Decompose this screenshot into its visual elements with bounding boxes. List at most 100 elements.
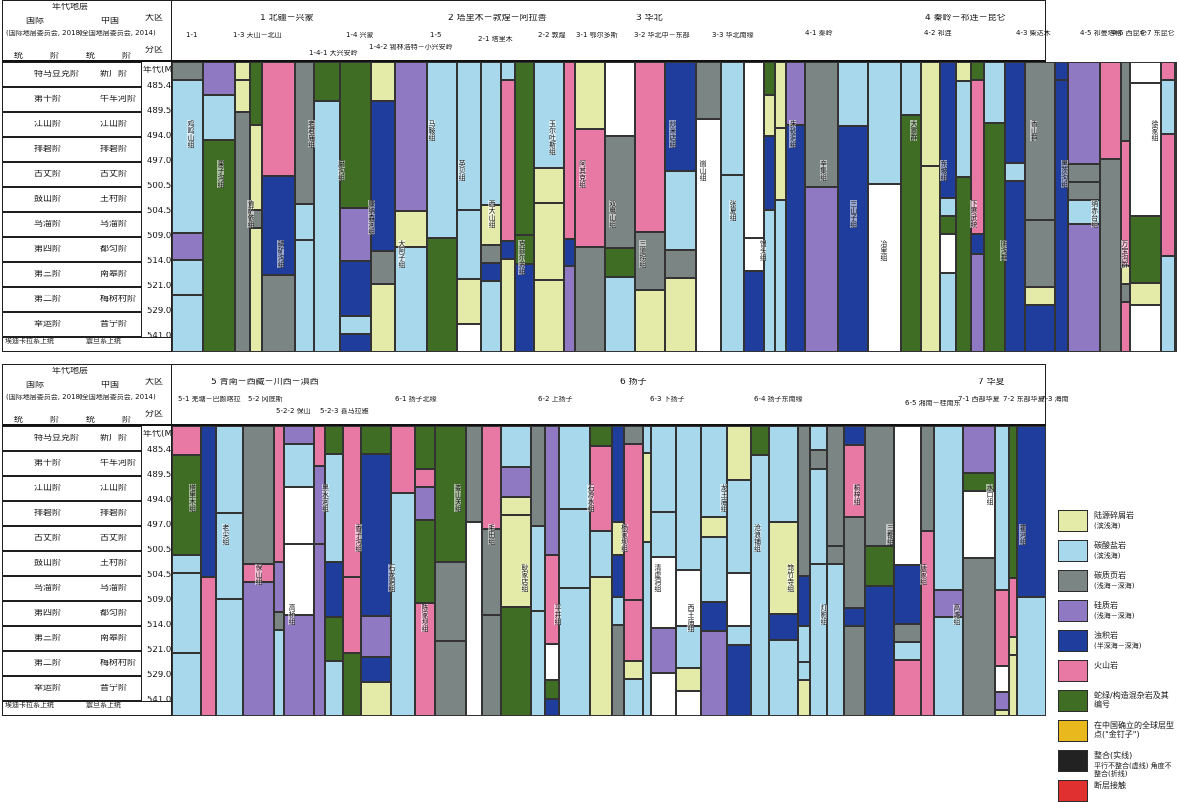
top-subregion-2-2: 2-2 敦煌 <box>538 32 566 39</box>
top-region-4: 4 秦岭－祁连－昆仑 <box>925 14 1006 23</box>
bottom-strata-block <box>314 426 325 466</box>
top-strata-block <box>786 62 805 125</box>
bottom-subregion-6-2: 6-2 上扬子 <box>538 396 573 403</box>
bottom-unit-label: 黑水河组 <box>321 484 329 512</box>
bottom-china-stage: 新厂阶 <box>100 434 128 443</box>
top-stage-row <box>2 212 142 237</box>
top-strata-block <box>534 168 564 203</box>
bottom-strata-block <box>865 546 894 586</box>
top-strata-block <box>635 62 665 232</box>
bottom-subregion-6-5: 6-5 湘南－桂南东 <box>905 400 961 407</box>
top-strata-block <box>575 62 605 129</box>
top-strata-block <box>481 281 501 352</box>
bottom-strata-block <box>501 515 531 607</box>
bottom-subregion-5-2-2: 5-2-2 保山 <box>276 408 311 415</box>
top-unit-label: 下寒武统 <box>970 200 978 228</box>
bottom-system-label-2: 统 <box>86 416 96 425</box>
bottom-strata-block <box>391 426 415 493</box>
bottom-strata-block <box>624 444 643 600</box>
top-strata-block <box>605 136 635 248</box>
top-strata-block <box>956 62 971 81</box>
bottom-strata-block <box>545 699 559 716</box>
bottom-strata-block <box>284 615 314 716</box>
bottom-strata-block <box>676 668 701 691</box>
top-strata-block <box>564 266 575 352</box>
bottom-base-intl: 埃迪卡拉系上统 <box>5 702 54 709</box>
top-strata-block <box>501 62 515 80</box>
bottom-region-5: 5 青南－西藏－川西－滇西 <box>211 378 319 387</box>
top-period-header: 年代地层 <box>52 3 89 12</box>
bottom-strata-block <box>361 657 391 682</box>
top-stage-row <box>2 187 142 212</box>
legend-item-label: 在中国确立的全球层型点("金钉子") <box>1094 721 1174 740</box>
top-strata-block <box>1005 163 1025 181</box>
top-strata-block <box>1068 182 1100 200</box>
top-age-value: 500.5 <box>147 182 172 191</box>
top-strata-block <box>984 123 1005 352</box>
top-strata-block <box>764 210 775 352</box>
bottom-strata-block <box>995 666 1009 692</box>
top-stage-row <box>2 262 142 287</box>
bottom-unit-label: 石龙洞组 <box>388 564 395 592</box>
top-strata-block <box>575 247 605 352</box>
top-strata-block <box>371 62 395 101</box>
bottom-strata-block <box>624 426 643 444</box>
top-strata-block <box>1130 216 1161 283</box>
bottom-china-stage: 古丈阶 <box>100 534 128 543</box>
top-strata-block <box>250 125 262 210</box>
bottom-intl-stage: 排碧阶 <box>34 509 62 518</box>
top-strata-block <box>696 62 721 119</box>
bottom-strata-block <box>274 562 284 612</box>
bottom-strata-block <box>501 426 531 467</box>
top-unit-label: 三山子组 <box>849 200 857 228</box>
top-intl-stage: 第二阶 <box>34 295 62 304</box>
bottom-subregion-7-1: 7-1 西部华夏 <box>958 396 1000 403</box>
bottom-strata-block <box>501 497 531 515</box>
bottom-frame-header <box>2 364 1046 426</box>
bottom-strata-block <box>798 662 810 680</box>
bottom-strata-block <box>1009 655 1017 716</box>
bottom-intl-note: (国际地层委员会, 2018) <box>6 394 83 401</box>
bottom-strata-block <box>274 612 284 630</box>
top-strata-block <box>1161 62 1175 80</box>
top-strata-block <box>1175 236 1177 254</box>
bottom-strata-block <box>643 542 651 716</box>
bottom-strata-block <box>343 653 361 716</box>
bottom-strata-block <box>701 517 727 537</box>
bottom-subregion-6-4: 6-4 扬子东南缘 <box>754 396 803 403</box>
bottom-subregion-7-2: 7-2 东部华夏 <box>1003 396 1045 403</box>
top-strata-block <box>1130 83 1161 216</box>
top-strata-block <box>172 233 203 260</box>
top-age-value: 509.0 <box>147 232 172 241</box>
top-stage-row <box>2 312 142 337</box>
top-strata-block <box>838 126 868 352</box>
bottom-strata-block <box>934 617 963 716</box>
bottom-age-value: 529.0 <box>147 671 172 680</box>
top-strata-block <box>1175 254 1177 272</box>
top-strata-block <box>775 200 786 352</box>
bottom-age-value: 485.4 <box>147 446 172 455</box>
top-strata-block <box>1055 80 1068 352</box>
bottom-strata-block <box>325 617 343 661</box>
top-age-value: 504.5 <box>147 207 172 216</box>
top-unit-label: 三道拐组 <box>638 240 646 268</box>
bottom-strata-block <box>798 680 810 716</box>
bottom-intl-stage: 特马豆克阶 <box>34 434 80 443</box>
legend-item-label: 硅质岩 <box>1094 601 1118 610</box>
bottom-unit-label: 娄山关组 <box>454 484 462 512</box>
bottom-strata-block <box>415 426 435 469</box>
bottom-unit-label: 高滩组 <box>952 604 960 625</box>
top-strata-block <box>868 184 901 352</box>
top-strata-block <box>1005 62 1025 163</box>
top-china-stage: 都匀阶 <box>100 245 128 254</box>
bottom-strata-block <box>995 692 1009 710</box>
bottom-china-stage: 晋宁阶 <box>100 684 128 693</box>
top-strata-block <box>1175 272 1177 352</box>
top-stage-row <box>2 137 142 162</box>
top-china-stage: 新厂阶 <box>100 70 128 79</box>
bottom-strata-block <box>501 607 531 716</box>
bottom-period-header: 年代地层 <box>52 367 89 376</box>
bottom-strata-block <box>545 680 559 699</box>
top-region-1: 1 北疆－兴蒙 <box>260 14 314 23</box>
